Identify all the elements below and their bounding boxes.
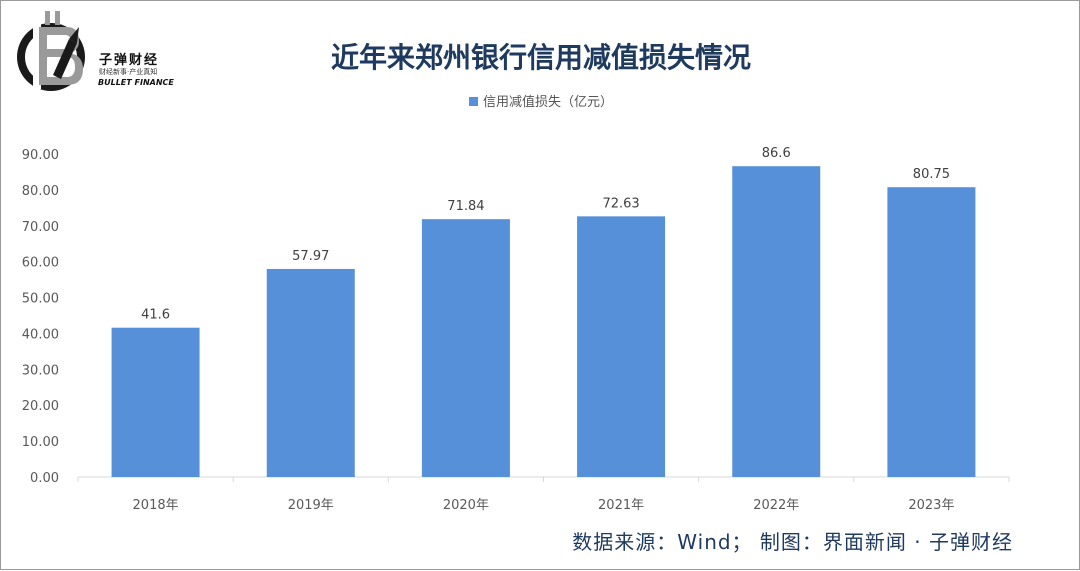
y-tick-label: 20.00 xyxy=(22,399,59,414)
y-tick-label: 60.00 xyxy=(22,256,59,271)
y-tick-label: 90.00 xyxy=(22,148,59,163)
x-tick-label: 2022年 xyxy=(753,498,799,513)
y-tick-label: 80.00 xyxy=(22,184,59,199)
bar xyxy=(111,327,200,477)
x-tick-label: 2018年 xyxy=(133,498,179,513)
bar xyxy=(421,219,510,477)
y-tick-label: 70.00 xyxy=(22,220,59,235)
logo-chinese-name: 子弹财经 xyxy=(99,53,160,68)
logo-english-name: BULLET FINANCE xyxy=(98,78,174,87)
brand-logo: 子弹财经 财经新事·产业真知 BULLET FINANCE xyxy=(9,5,179,95)
chart-title: 近年来郑州银行信用减值损失情况 xyxy=(330,41,751,74)
bullet-finance-logo-icon xyxy=(17,11,85,91)
data-label: 41.6 xyxy=(141,308,170,323)
data-label: 72.63 xyxy=(602,196,639,211)
x-tick-label: 2019年 xyxy=(288,498,334,513)
x-tick-label: 2020年 xyxy=(443,498,489,513)
y-tick-label: 0.00 xyxy=(30,471,59,486)
y-tick-label: 50.00 xyxy=(22,292,59,307)
source-note: 数据来源：Wind； 制图：界面新闻 · 子弹财经 xyxy=(572,530,1013,554)
logo-slogan: 财经新事·产业真知 xyxy=(99,68,158,76)
y-tick-label: 30.00 xyxy=(22,363,59,378)
data-label: 57.97 xyxy=(292,249,329,264)
x-tick-label: 2023年 xyxy=(908,498,954,513)
data-label: 71.84 xyxy=(447,199,484,214)
bar xyxy=(887,187,976,478)
legend-label: 信用减值损失（亿元） xyxy=(482,95,613,110)
x-tick-label: 2021年 xyxy=(598,498,644,513)
bar xyxy=(577,216,666,478)
legend-swatch xyxy=(468,97,478,106)
y-tick-label: 40.00 xyxy=(22,327,59,342)
bar xyxy=(266,268,355,477)
y-tick-label: 10.00 xyxy=(22,435,59,450)
bar xyxy=(732,166,821,478)
data-label: 80.75 xyxy=(913,167,950,182)
legend: 信用减值损失（亿元） xyxy=(1,91,1080,110)
data-label: 86.6 xyxy=(762,146,791,161)
